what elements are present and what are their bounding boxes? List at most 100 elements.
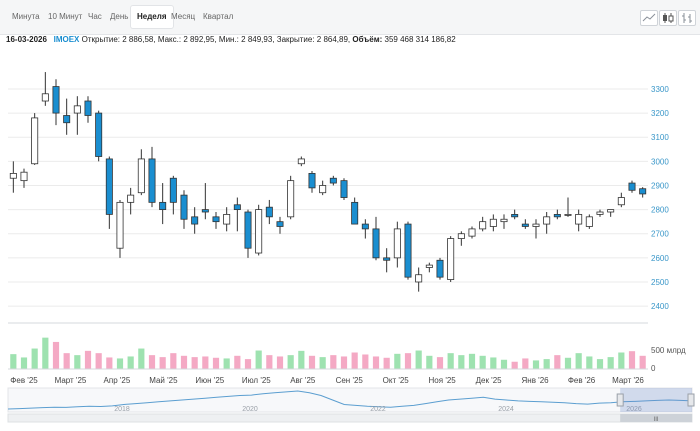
- volume-bar: [31, 348, 38, 369]
- candle-up: [532, 223, 540, 227]
- tab-week[interactable]: Неделя: [131, 6, 173, 28]
- navigator-handle-right: [687, 393, 695, 407]
- x-axis-label: Янв '26: [522, 376, 550, 385]
- volume-bar: [202, 356, 209, 369]
- candle-down: [372, 228, 380, 259]
- volume-bar: [404, 353, 412, 369]
- x-axis-label: Окт '25: [383, 376, 410, 385]
- volume-bar: [618, 352, 625, 369]
- volume-bar: [10, 354, 17, 369]
- candle-down: [63, 115, 71, 124]
- volume-bar: [330, 355, 337, 369]
- navigator-handle-left: [616, 393, 624, 407]
- volume-zero-label: 0: [651, 364, 656, 373]
- y-tick-label: 2500: [651, 278, 669, 287]
- line-chart-icon[interactable]: [640, 10, 658, 26]
- candle-up: [457, 233, 465, 239]
- candle-up: [223, 214, 231, 225]
- volume-bar: [362, 354, 369, 369]
- volume-bar: [127, 356, 134, 369]
- info-volume: 359 468 314 186,82: [384, 35, 456, 44]
- volume-bar: [468, 353, 476, 369]
- volume-bar: [266, 355, 273, 369]
- candle-down: [95, 112, 103, 157]
- volume-bar: [84, 350, 92, 369]
- volume-bar: [319, 357, 326, 369]
- y-tick-label: 2800: [651, 206, 669, 215]
- x-axis-label: Ноя '25: [429, 376, 457, 385]
- tab-month[interactable]: Месяц: [171, 12, 196, 21]
- info-high-label: Макс.:: [157, 35, 182, 44]
- volume-bar: [575, 353, 582, 369]
- info-low: 2 849,93: [241, 35, 273, 44]
- volume-bar: [234, 355, 241, 369]
- volume-bar: [522, 358, 529, 369]
- volume-bar: [543, 359, 550, 369]
- volume-bar: [394, 353, 401, 369]
- candle-up: [297, 158, 305, 165]
- volume-bar: [426, 355, 433, 369]
- tab-hour[interactable]: Час: [88, 12, 102, 21]
- candle-up: [479, 221, 487, 230]
- volume-bar: [607, 357, 614, 369]
- candle-up: [468, 228, 476, 237]
- candle-down: [521, 223, 529, 227]
- navigator-year-label: 2024: [498, 406, 514, 413]
- candle-up: [489, 218, 497, 227]
- candle-down: [511, 214, 519, 218]
- navigator-scrollbar-thumb: [620, 414, 692, 422]
- navigator-series: [7, 390, 693, 410]
- candle-up: [596, 211, 604, 215]
- candle-down: [265, 206, 273, 218]
- tab-day[interactable]: День: [110, 12, 129, 21]
- y-tick-label: 2900: [651, 181, 669, 190]
- candle-down: [169, 177, 177, 203]
- candle-down: [340, 180, 348, 198]
- volume-bar: [490, 357, 497, 369]
- volume-bar: [532, 360, 540, 369]
- volume-bar: [554, 355, 561, 369]
- y-tick-label: 3100: [651, 133, 669, 142]
- candle-up: [543, 216, 551, 225]
- candle-down: [436, 259, 444, 278]
- volume-bar: [628, 351, 636, 369]
- candle-up: [137, 158, 145, 194]
- volume-bar: [148, 355, 156, 369]
- candle-up: [9, 173, 17, 179]
- period-tabs: Минута 10 Минут Час День Неделя Месяц Кв…: [0, 0, 700, 35]
- candle-down: [148, 158, 156, 203]
- candle-down: [191, 216, 199, 225]
- volume-bar: [276, 356, 284, 369]
- navigator-frame: [7, 387, 693, 413]
- candle-up: [585, 216, 593, 227]
- volume-bar: [596, 359, 604, 369]
- x-axis-label: Авг '25: [290, 376, 316, 385]
- volume-bar: [436, 357, 444, 369]
- info-open: 2 886,58: [122, 35, 154, 44]
- navigator-scrollbar: [7, 413, 693, 423]
- candle-up: [31, 117, 39, 165]
- candle-down: [639, 188, 647, 195]
- candlestick-chart-icon[interactable]: [659, 10, 677, 26]
- info-ticker: IMOEX: [53, 35, 80, 44]
- volume-scale-label: 500 млрд: [651, 346, 686, 355]
- bar-chart-icon[interactable]: [678, 10, 696, 26]
- volume-bar: [458, 355, 465, 369]
- tab-minute[interactable]: Минута: [12, 12, 40, 21]
- candle-up: [500, 218, 508, 223]
- ohlc-info-bar: 16-03-2026 IMOEX Открытие: 2 886,58, Мак…: [6, 35, 456, 44]
- candle-down: [383, 257, 391, 261]
- info-close-label: Закрытие:: [276, 35, 315, 44]
- tab-10-minutes[interactable]: 10 Минут: [48, 12, 83, 21]
- info-low-label: Мин.:: [218, 35, 239, 44]
- volume-bar: [20, 357, 28, 369]
- volume-bar: [447, 353, 454, 369]
- navigator-year-label: 2020: [242, 406, 258, 413]
- x-axis-label: Фев '26: [568, 376, 596, 385]
- candle-up: [116, 201, 124, 249]
- tab-quarter[interactable]: Квартал: [203, 12, 234, 21]
- volume-bar: [191, 357, 198, 369]
- volume-bar: [308, 355, 316, 369]
- volume-bar: [244, 359, 252, 369]
